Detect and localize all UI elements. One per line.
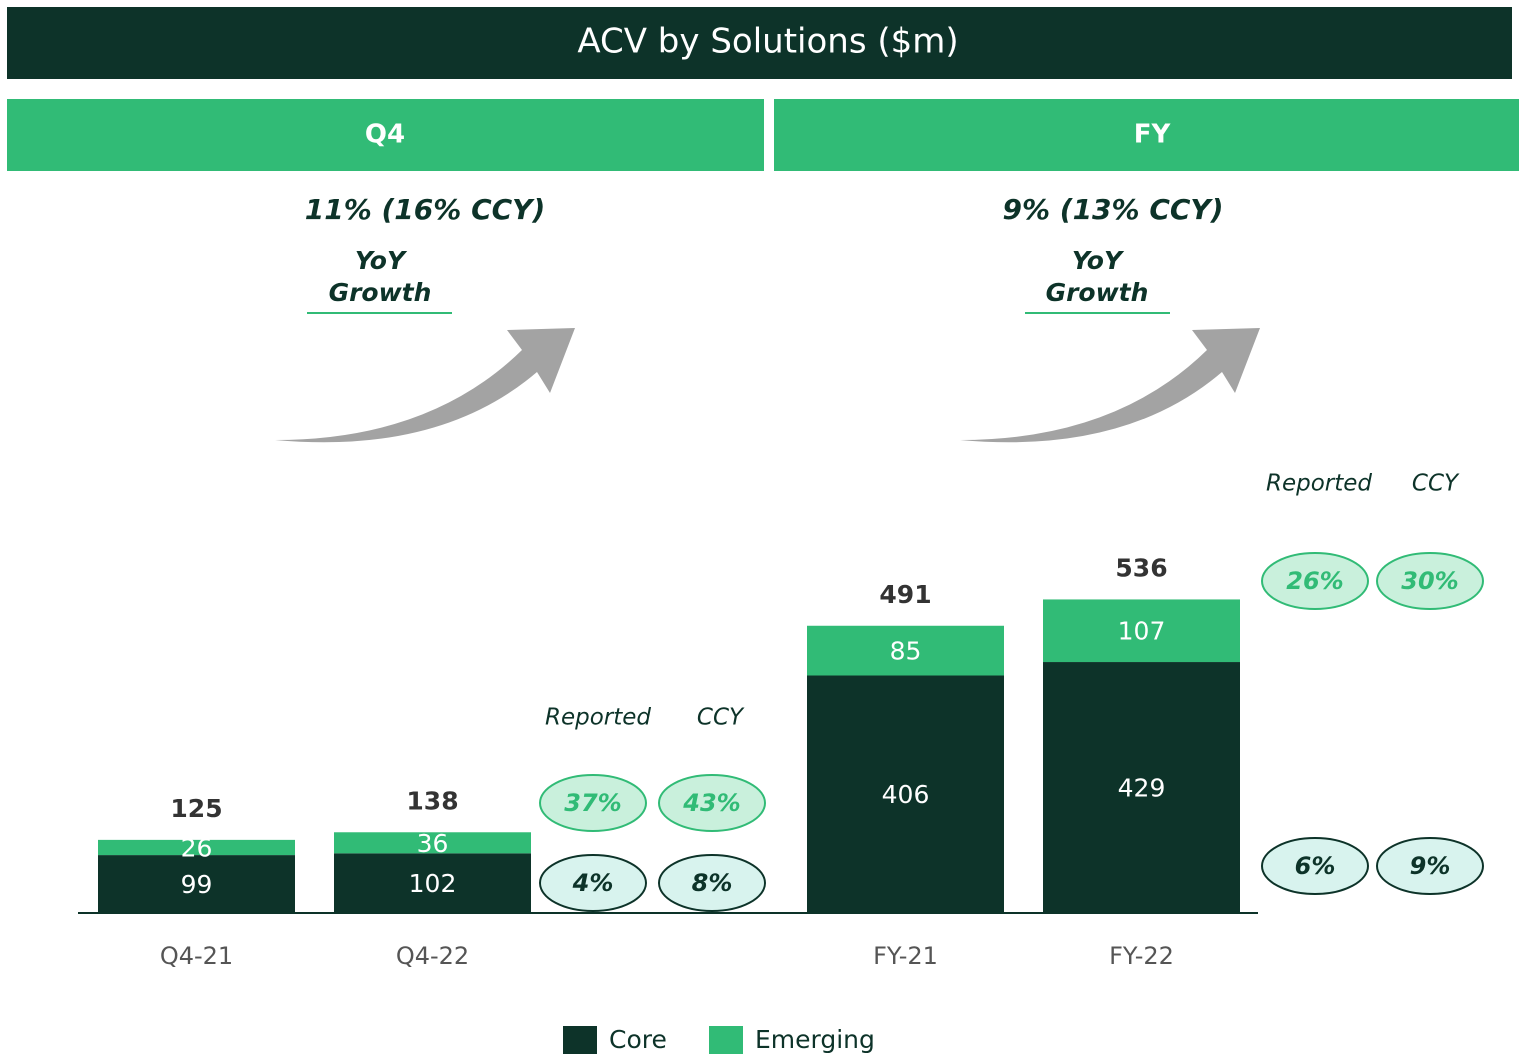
growth-oval (1261, 552, 1369, 610)
bar-segment (334, 853, 531, 913)
growth-oval (1376, 552, 1484, 610)
growth-label: Growth (329, 278, 432, 307)
panel-header: FY (1134, 120, 1172, 150)
total-label: 125 (170, 794, 222, 823)
growth-label: YoY (355, 246, 408, 275)
bar-segment (334, 832, 531, 854)
legend-label: Emerging (755, 1025, 875, 1054)
value-label: 99 (181, 870, 213, 899)
x-tick-label: Q4-22 (396, 942, 469, 970)
column-label: CCY (697, 705, 745, 731)
growth-oval (1376, 837, 1484, 895)
growth-arrow (960, 328, 1260, 443)
growth-oval (539, 854, 647, 912)
emerging-growth: 30% (1401, 567, 1458, 595)
growth-label: Growth (1046, 278, 1149, 307)
panel-header-bar (774, 99, 1519, 171)
core-growth: 8% (692, 869, 733, 897)
core-growth: 4% (572, 869, 614, 897)
growth-oval (539, 774, 647, 832)
growth: 9% (13% CCY) (1002, 193, 1223, 226)
growth-oval (1261, 837, 1369, 895)
total-label: 491 (879, 580, 931, 609)
total-label: 536 (1115, 553, 1167, 582)
growth-label: YoY (1072, 246, 1125, 275)
growth-oval (658, 854, 766, 912)
value-label: 102 (409, 869, 457, 898)
bar-segment (1043, 662, 1240, 913)
bar-segment (98, 855, 295, 913)
value-label: 429 (1118, 774, 1166, 803)
growth-arrow (275, 328, 575, 443)
legend-swatch (709, 1026, 743, 1054)
column-label: Reported (1266, 471, 1372, 497)
legend-swatch (563, 1026, 597, 1054)
emerging-growth: 43% (682, 789, 740, 817)
bar-segment (1043, 599, 1240, 663)
x-tick-label: Q4-21 (160, 942, 233, 970)
legend-label: Core (609, 1025, 667, 1054)
emerging-growth: 26% (1286, 567, 1343, 595)
value-label: 406 (882, 780, 930, 809)
value-label: 85 (890, 637, 922, 666)
title-bar (7, 7, 1512, 79)
bar-segment (807, 625, 1004, 676)
emerging-growth: 37% (564, 789, 621, 817)
core-growth: 6% (1295, 852, 1336, 880)
title: ACV by Solutions ($m) (577, 22, 958, 62)
core-growth: 9% (1410, 852, 1451, 880)
x-tick-label: FY-21 (873, 942, 938, 970)
growth-oval (658, 774, 766, 832)
bar-segment (807, 675, 1004, 913)
growth: 11% (16% CCY) (305, 193, 546, 226)
panel-header-bar (7, 99, 764, 171)
value-label: 107 (1118, 617, 1166, 646)
value-label: 26 (181, 833, 213, 862)
x-tick-label: FY-22 (1109, 942, 1174, 970)
total-label: 138 (406, 786, 458, 815)
column-label: Reported (545, 705, 651, 731)
bar-segment (98, 839, 295, 856)
value-label: 36 (417, 829, 449, 858)
panel-header: Q4 (365, 120, 405, 150)
column-label: CCY (1412, 471, 1460, 497)
